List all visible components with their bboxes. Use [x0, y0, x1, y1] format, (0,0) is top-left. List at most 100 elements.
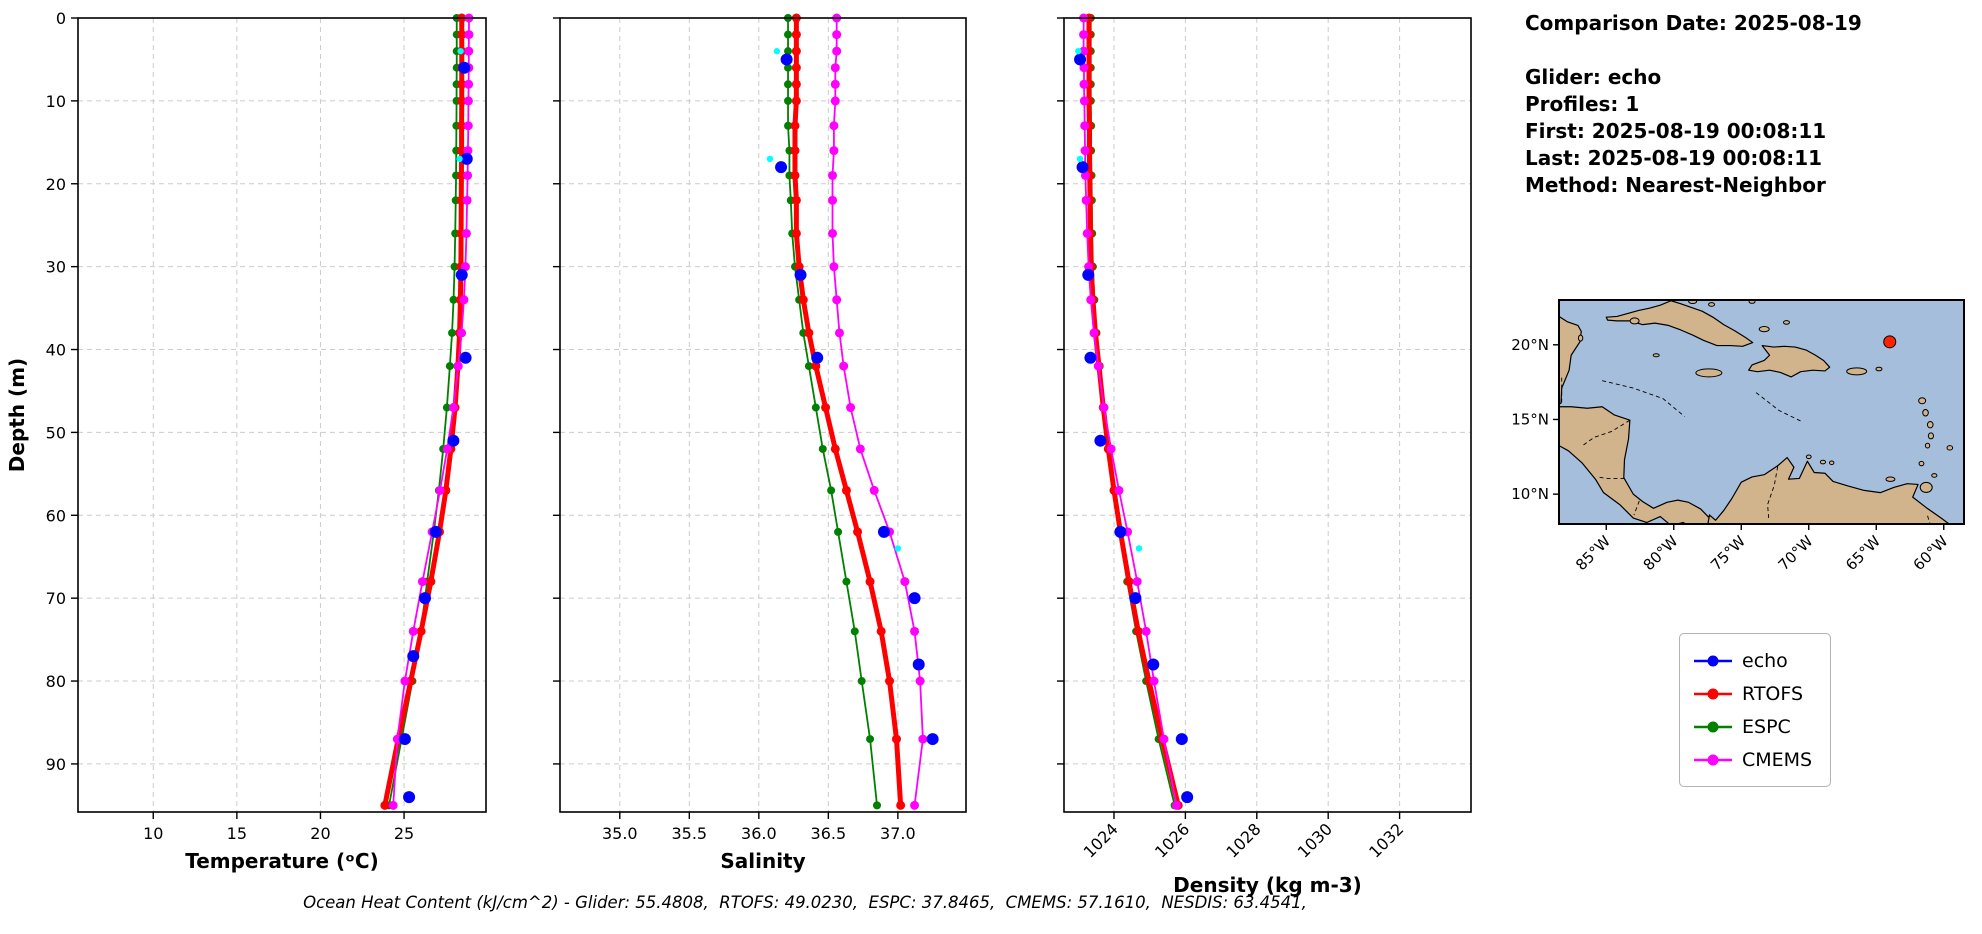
island	[1708, 302, 1716, 307]
echo-marker	[1094, 434, 1107, 447]
RTOFS-marker	[457, 121, 467, 131]
ESPC-marker	[827, 486, 836, 495]
salinity-line-CMEMS	[831, 17, 924, 807]
border-line	[1633, 500, 1640, 516]
CMEMS-marker	[839, 361, 849, 371]
CMEMS-marker	[869, 485, 879, 495]
legend-marker-icon	[1694, 688, 1732, 699]
RTOFS-marker	[885, 676, 895, 686]
temperature-series-NESDIS	[456, 47, 464, 163]
RTOFS-marker	[426, 577, 436, 587]
CMEMS-marker	[846, 403, 856, 413]
temperature-grid	[78, 17, 486, 812]
info-line: Glider: echo	[1525, 65, 1662, 89]
RTOFS-marker	[790, 121, 800, 131]
landmass	[1605, 300, 1754, 347]
ESPC-marker	[450, 262, 459, 271]
temperature-series-ESPC	[385, 14, 461, 810]
density-frame	[1063, 17, 1472, 813]
CMEMS-marker	[1149, 676, 1159, 686]
tick-label: 35.5	[671, 824, 707, 843]
RTOFS-marker	[896, 800, 906, 810]
RTOFS-marker	[1133, 626, 1143, 636]
island	[1875, 366, 1883, 372]
ESPC-marker	[784, 63, 793, 72]
island	[1805, 454, 1812, 460]
CMEMS-marker	[1080, 170, 1090, 180]
temperature-plot: 10 15 20 25 0 10 20 30 40 50 60 70 80 90 Temperature (…	[5, 9, 487, 873]
NESDIS-marker	[457, 47, 464, 55]
salinity-series-RTOFS	[790, 13, 906, 810]
info-line: First: 2025-08-19 00:08:11	[1525, 119, 1827, 143]
CMEMS-marker	[461, 228, 471, 238]
ohc-caption: Ocean Heat Content (kJ/cm^2) - Glider: 5…	[303, 893, 1307, 912]
legend-label: ESPC	[1742, 715, 1791, 738]
island	[1926, 420, 1934, 429]
RTOFS-marker	[791, 30, 801, 40]
RTOFS-marker	[457, 30, 467, 40]
salinity-frame	[559, 17, 967, 813]
island	[1629, 317, 1640, 325]
temperature-series-CMEMS	[388, 13, 474, 810]
RTOFS-marker	[794, 262, 804, 272]
tick-label: 1032	[1365, 819, 1407, 861]
echo-marker	[460, 152, 473, 165]
map-lon-label: 80°W	[1640, 532, 1682, 574]
ESPC-marker	[834, 527, 843, 536]
CMEMS-marker	[830, 63, 840, 73]
salinity-plot: 35.0 35.5 36.0 36.5 37.0 Salinity	[553, 13, 967, 873]
salinity-series-CMEMS	[828, 13, 928, 810]
density-series-CMEMS	[1079, 13, 1181, 810]
CMEMS-marker	[463, 96, 473, 106]
CMEMS-marker	[1099, 403, 1109, 413]
NESDIS-marker	[1076, 155, 1084, 163]
CMEMS-marker	[463, 121, 473, 131]
CMEMS-marker	[832, 30, 842, 40]
CMEMS-marker	[459, 295, 469, 305]
ESPC-marker	[811, 403, 820, 412]
ESPC-marker	[857, 677, 866, 686]
echo-marker	[926, 733, 939, 746]
echo-marker	[458, 61, 471, 74]
island	[1758, 326, 1770, 333]
echo-marker	[455, 268, 468, 281]
map-lon-label: 75°W	[1707, 532, 1749, 574]
CMEMS-marker	[464, 79, 474, 89]
island	[1918, 397, 1927, 405]
ESPC-marker	[442, 403, 451, 412]
RTOFS-marker	[798, 295, 808, 305]
CMEMS-marker	[1081, 195, 1091, 205]
RTOFS-marker	[456, 170, 466, 180]
echo-marker	[398, 733, 411, 746]
echo-marker	[403, 791, 416, 804]
CMEMS-marker	[900, 577, 910, 587]
echo-marker	[418, 592, 431, 605]
NESDIS-marker	[1135, 545, 1143, 552]
tick-label: 25	[394, 824, 414, 843]
island	[1819, 459, 1827, 465]
map-frame	[1558, 299, 1965, 525]
RTOFS-marker	[791, 195, 801, 205]
RTOFS-marker	[804, 328, 814, 338]
salinity-line-ESPC	[787, 17, 878, 807]
map-lon-label: 65°W	[1842, 532, 1884, 574]
tick-label: 70	[46, 589, 66, 608]
ESPC-marker	[842, 577, 851, 586]
density-line-CMEMS	[1082, 17, 1178, 807]
echo-marker	[877, 525, 890, 538]
CMEMS-marker	[915, 676, 925, 686]
echo-marker	[1076, 161, 1089, 174]
CMEMS-marker	[832, 46, 842, 56]
border-line	[1602, 380, 1685, 417]
density-series-NESDIS	[1075, 47, 1143, 552]
tick-label: 20	[310, 824, 330, 843]
CMEMS-marker	[910, 626, 920, 636]
island	[1782, 320, 1790, 325]
CMEMS-marker	[1106, 444, 1116, 454]
salinity-series-NESDIS	[766, 47, 902, 552]
density-series-ESPC	[1086, 14, 1179, 810]
border-line	[1767, 466, 1779, 522]
info-line: Profiles: 1	[1525, 92, 1640, 116]
CMEMS-marker	[442, 444, 452, 454]
ESPC-marker	[784, 80, 793, 89]
